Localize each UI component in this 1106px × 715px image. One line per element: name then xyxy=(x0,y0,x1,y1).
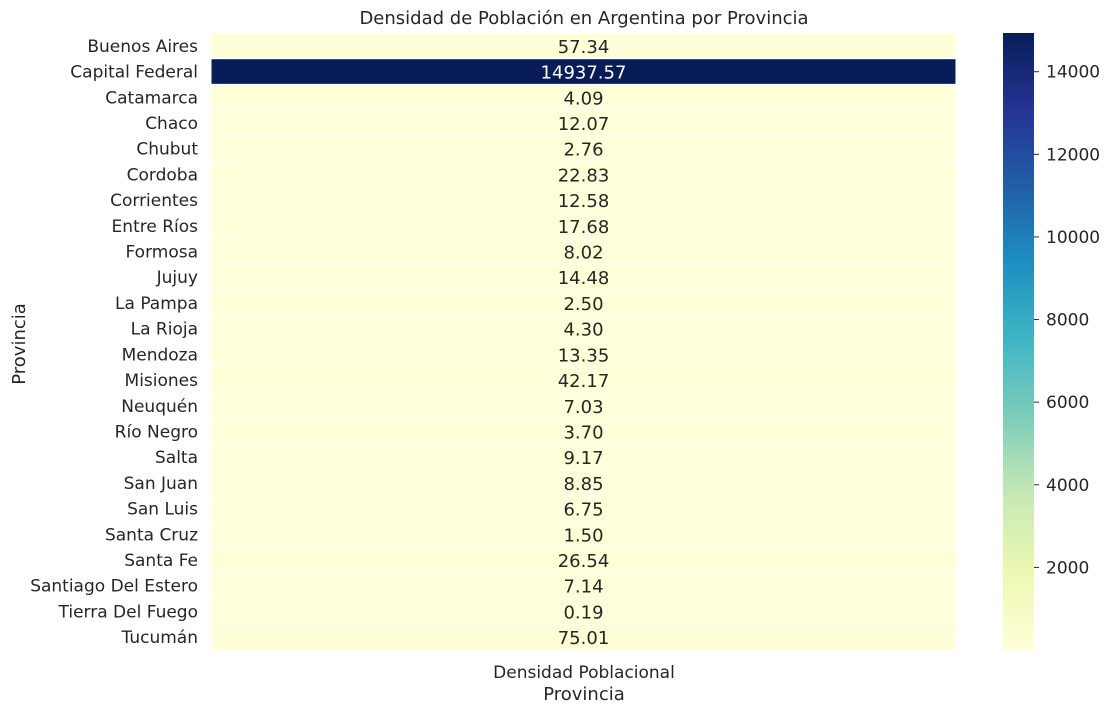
y-tick-label: Jujuy xyxy=(156,268,198,288)
heatmap-cell xyxy=(210,212,957,240)
cell-value-label: 12.58 xyxy=(558,191,610,212)
heatmap-cell xyxy=(210,109,957,137)
y-tick-label: San Luis xyxy=(127,500,198,520)
cell-value-label: 26.54 xyxy=(558,551,610,572)
colorbar-tick-label: 10000 xyxy=(1046,228,1100,248)
y-tick-label: Buenos Aires xyxy=(87,37,198,57)
heatmap-cell xyxy=(210,443,957,471)
heatmap-cell xyxy=(210,366,957,394)
y-tick-label: Santiago Del Estero xyxy=(30,577,198,597)
heatmap-cell xyxy=(210,32,957,60)
heatmap-cell xyxy=(210,546,957,574)
cell-value-label: 13.35 xyxy=(558,345,610,366)
heatmap-cell xyxy=(210,315,957,342)
colorbar-tick-label: 8000 xyxy=(1046,311,1089,331)
heatmap-cell xyxy=(210,83,957,111)
x-axis-label: Provincia xyxy=(543,684,625,705)
heatmap-cell xyxy=(210,572,957,600)
cell-value-label: 14937.57 xyxy=(541,63,627,84)
y-tick-labels: Buenos Aires Capital Federal Catamarca Chac… xyxy=(30,37,199,648)
chart-title: Densidad de Población en Argentina por P… xyxy=(359,8,808,29)
y-tick-label: Cordoba xyxy=(127,165,198,185)
heatmap-cell xyxy=(210,418,957,445)
heatmap-cell xyxy=(210,520,957,548)
cell-value-label: 2.76 xyxy=(563,140,603,161)
y-tick-label: Capital Federal xyxy=(70,63,198,83)
heatmap-cell xyxy=(210,161,957,188)
heatmap-cell xyxy=(210,289,957,317)
heatmap-cell xyxy=(210,623,957,651)
cell-value-label: 3.70 xyxy=(563,422,603,443)
colorbar-tick-label: 4000 xyxy=(1046,476,1089,496)
y-tick-label: Misiones xyxy=(125,371,199,391)
cell-value-label: 17.68 xyxy=(558,217,610,238)
heatmap-cell xyxy=(210,58,957,85)
y-tick-label: Catamarca xyxy=(105,88,198,108)
cell-value-label: 22.83 xyxy=(558,165,610,186)
y-axis-label: Provincia xyxy=(9,303,30,385)
colorbar-tick-label: 12000 xyxy=(1046,145,1100,165)
cell-value-label: 14.48 xyxy=(558,268,610,289)
y-tick-label: Santa Cruz xyxy=(105,525,198,545)
y-tick-label: Mendoza xyxy=(122,345,198,365)
colorbar-ticks: 2000 4000 6000 8000 10000 12000 14000 xyxy=(1034,63,1100,578)
cell-value-labels: 57.34 14937.57 4.09 12.07 2.76 22.83 12.58 17.6… xyxy=(541,37,627,649)
y-tick-label: Salta xyxy=(155,448,198,468)
colorbar-tick-label: 2000 xyxy=(1046,558,1089,578)
y-tick-label: Tierra Del Fuego xyxy=(58,602,199,622)
cell-value-label: 42.17 xyxy=(558,371,610,392)
cell-value-label: 7.03 xyxy=(563,397,603,418)
heatmap-cell xyxy=(210,469,957,497)
cell-value-label: 8.02 xyxy=(563,243,603,264)
cell-value-label: 6.75 xyxy=(563,500,603,521)
cell-value-label: 9.17 xyxy=(563,448,603,469)
y-tick-label: San Juan xyxy=(124,474,198,494)
cell-value-label: 4.30 xyxy=(563,320,603,341)
y-tick-label: Chaco xyxy=(145,114,198,134)
y-tick-label: Corrientes xyxy=(110,191,198,211)
y-tick-label: Río Negro xyxy=(115,422,198,442)
cell-value-label: 7.14 xyxy=(563,577,603,598)
y-tick-label: Santa Fe xyxy=(124,551,198,571)
cell-value-label: 2.50 xyxy=(563,294,603,315)
cell-value-label: 57.34 xyxy=(558,37,610,58)
y-tick-label: Tucumán xyxy=(121,628,198,648)
cell-value-label: 12.07 xyxy=(558,114,610,135)
heatmap-cell xyxy=(210,598,957,625)
heatmap-cell xyxy=(210,263,957,291)
y-tick-label: Chubut xyxy=(136,140,198,160)
colorbar-tick-label: 6000 xyxy=(1046,393,1089,413)
heatmap-cells xyxy=(210,32,957,651)
heatmap-cell xyxy=(210,495,957,522)
y-tick-label: Formosa xyxy=(126,243,199,263)
y-tick-label: Entre Ríos xyxy=(112,217,199,237)
cell-value-label: 1.50 xyxy=(563,525,603,546)
y-tick-label: La Pampa xyxy=(115,294,198,314)
cell-value-label: 0.19 xyxy=(563,602,603,623)
colorbar xyxy=(1003,33,1034,650)
colorbar-tick-label: 14000 xyxy=(1046,63,1100,83)
cell-value-label: 75.01 xyxy=(558,628,610,649)
y-tick-label: La Rioja xyxy=(131,320,198,340)
cell-value-label: 4.09 xyxy=(563,88,603,109)
x-tick-label: Densidad Poblacional xyxy=(493,663,675,683)
y-tick-label: Neuquén xyxy=(121,397,198,417)
cell-value-label: 8.85 xyxy=(563,474,603,495)
